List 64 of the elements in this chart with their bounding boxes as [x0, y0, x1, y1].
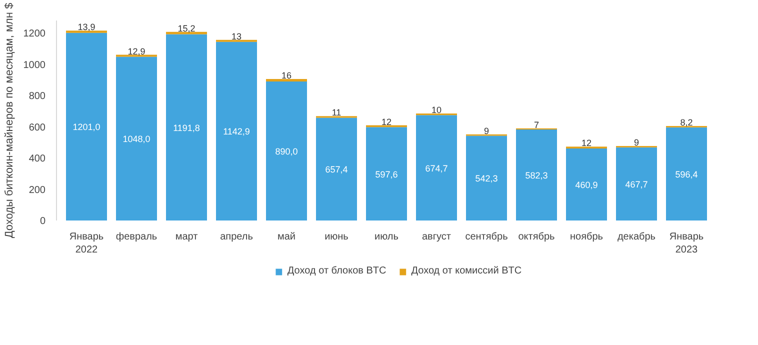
bar	[516, 130, 557, 220]
legend-label: Доход от комиссий BTC	[411, 266, 522, 276]
data-label: 657,4	[325, 164, 348, 175]
y-tick-label: 0	[40, 216, 46, 227]
y-tick-label: 400	[28, 154, 46, 164]
x-tick-label: апрель	[220, 232, 253, 242]
y-tick-label: 200	[28, 184, 46, 196]
data-label: 8,2	[680, 118, 693, 128]
y-tick-label: 800	[28, 91, 46, 102]
x-tick-label: август	[422, 232, 452, 242]
bar	[166, 32, 207, 34]
x-tick-label: июнь	[324, 232, 348, 242]
data-label: 582,3	[525, 170, 548, 181]
bar	[166, 34, 207, 220]
bar	[666, 127, 707, 220]
bar	[366, 127, 407, 220]
data-label: 12	[381, 116, 392, 127]
x-tick-label: июль	[374, 232, 398, 242]
data-label: 1142,9	[223, 126, 250, 137]
data-label: 15,2	[178, 23, 196, 34]
bar	[466, 136, 507, 220]
data-label: 7	[534, 120, 540, 130]
bar	[416, 115, 457, 220]
x-tick-label: Январь 2023	[669, 232, 704, 256]
data-label: 16	[281, 70, 292, 80]
data-label: 1191,8	[173, 122, 200, 133]
bar	[216, 42, 257, 220]
x-tick-label: март	[175, 232, 198, 242]
bar	[316, 118, 357, 220]
x-tick-label: Январь 2022	[69, 232, 104, 256]
data-label: 1201,0	[72, 122, 100, 132]
x-tick-label: октябрь	[518, 232, 555, 242]
bar	[116, 56, 157, 220]
data-label: 9	[634, 138, 640, 148]
legend-label: Доход от блоков BTC	[287, 266, 386, 276]
x-tick-label: ноябрь	[570, 232, 603, 242]
data-label: 890,0	[275, 146, 298, 156]
data-label: 1048,0	[122, 134, 150, 144]
data-label: 596,4	[675, 169, 698, 180]
data-label: 10	[431, 105, 442, 116]
data-label: 597,6	[375, 169, 398, 180]
bar	[266, 81, 307, 220]
data-label: 9	[484, 126, 490, 136]
data-label: 12	[581, 138, 592, 148]
data-label: 467,7	[625, 179, 648, 190]
x-tick-label: сентябрь	[465, 232, 508, 242]
data-label: 12,9	[128, 46, 146, 56]
y-tick-label: 600	[28, 122, 46, 134]
bar	[266, 78, 307, 82]
x-tick-label: май	[277, 232, 296, 242]
bar	[66, 32, 107, 220]
data-label: 13	[231, 31, 242, 42]
x-tick-label: декабрь	[617, 232, 656, 242]
data-label: 460,9	[575, 180, 598, 190]
bar	[616, 147, 657, 220]
x-tick-label: февраль	[116, 232, 158, 242]
y-tick-label: 1200	[23, 28, 46, 40]
data-label: 674,7	[425, 163, 448, 174]
bar	[566, 148, 607, 220]
data-label: 542,3	[475, 174, 498, 184]
y-axis-title: Доходы биткоин-майнеров по месяцам, млн $	[3, 2, 16, 238]
data-label: 11	[332, 108, 342, 118]
y-tick-label: 1000	[23, 60, 46, 71]
data-label: 13,9	[78, 22, 96, 32]
